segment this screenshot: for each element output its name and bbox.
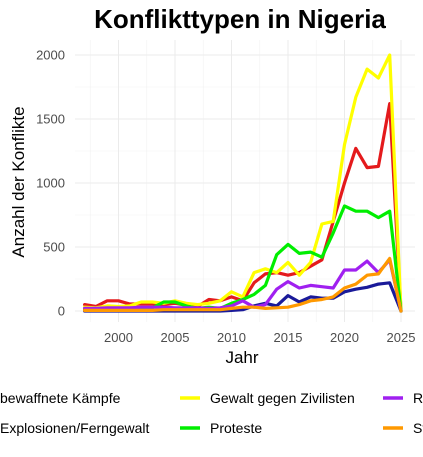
x-tick-label: 2000 bbox=[104, 330, 133, 345]
series-line-5 bbox=[82, 258, 403, 313]
legend-label-6: Strategische Entwicklungen bbox=[413, 420, 423, 436]
series-line-1 bbox=[82, 101, 403, 313]
x-tick-label: 2020 bbox=[330, 330, 359, 345]
y-axis-label: Anzahl der Konflikte bbox=[9, 106, 28, 257]
x-tick-label: 2005 bbox=[161, 330, 190, 345]
series-line-6 bbox=[82, 256, 403, 313]
legend-label-3: Gewalt gegen Zivilisten bbox=[210, 390, 355, 406]
y-tick-label: 500 bbox=[43, 240, 65, 255]
series-line-3 bbox=[82, 53, 403, 313]
legend-label-1: bewaffnete Kämpfe bbox=[0, 390, 121, 406]
x-tick-label: 2025 bbox=[387, 330, 416, 345]
legend-label-4: Proteste bbox=[210, 420, 262, 436]
grid bbox=[75, 40, 415, 322]
legend: bewaffnete Kämpfe Explosionen/Ferngewalt G… bbox=[0, 390, 423, 436]
legend-label-5: Randalieren bbox=[413, 390, 423, 406]
tick-labels: 0 500 1000 1500 2000 2000 2005 2010 2015 2020 2025 bbox=[36, 48, 415, 346]
series-lines bbox=[82, 53, 403, 313]
y-tick-label: 1000 bbox=[36, 176, 65, 191]
y-tick-label: 0 bbox=[58, 304, 65, 319]
chart-title: Konflikttypen in Nigeria bbox=[94, 4, 386, 34]
y-tick-label: 2000 bbox=[36, 48, 65, 63]
x-axis-label: Jahr bbox=[225, 348, 258, 367]
x-tick-label: 2015 bbox=[274, 330, 303, 345]
y-tick-label: 1500 bbox=[36, 112, 65, 127]
legend-label-2: Explosionen/Ferngewalt bbox=[0, 420, 150, 436]
x-tick-label: 2010 bbox=[217, 330, 246, 345]
